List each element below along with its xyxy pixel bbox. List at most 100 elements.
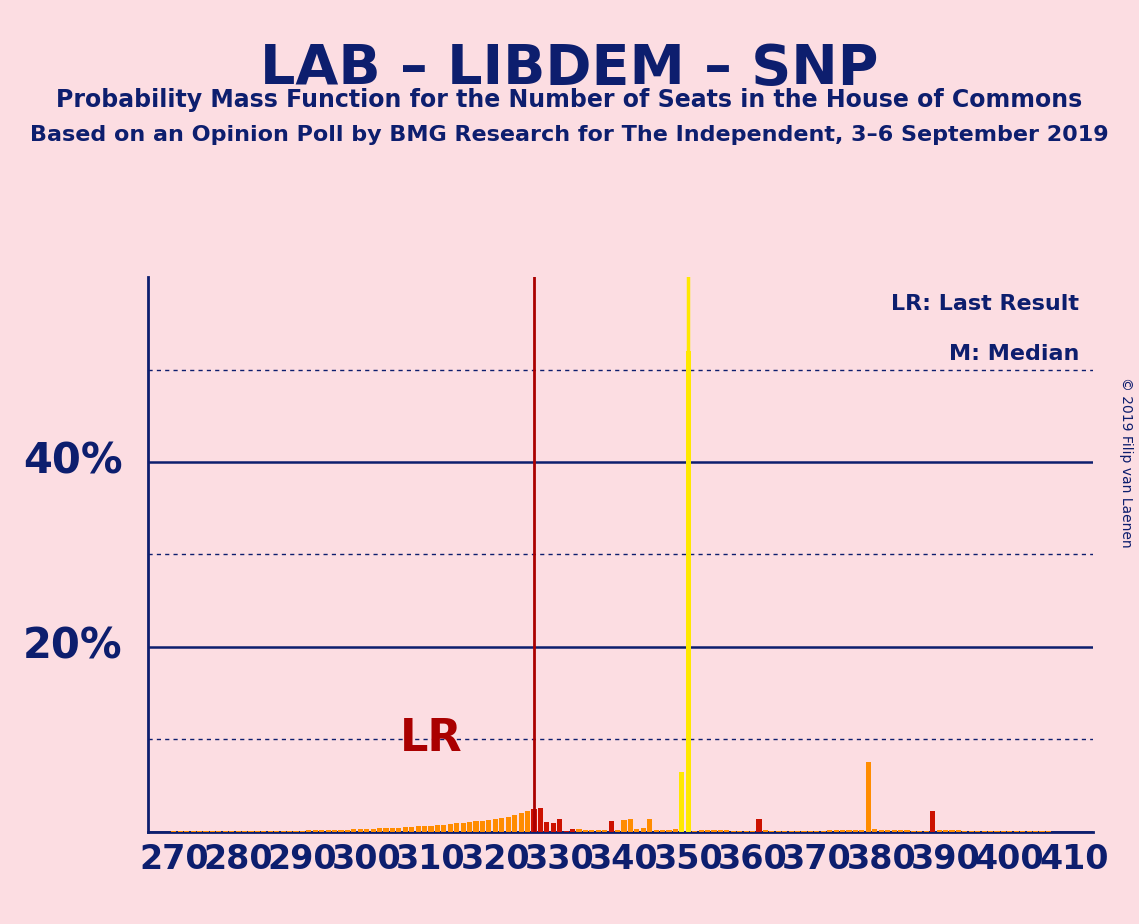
Bar (570, 829, 575, 832)
Bar (712, 830, 716, 832)
Bar (962, 831, 967, 832)
Text: M: Median: M: Median (949, 344, 1080, 364)
Bar (486, 820, 492, 832)
Bar (763, 831, 768, 832)
Bar (326, 830, 330, 832)
Bar (370, 829, 376, 832)
Bar (331, 830, 337, 832)
Bar (698, 830, 704, 832)
Bar (827, 830, 833, 832)
Bar (956, 831, 961, 832)
Bar (557, 819, 563, 832)
Bar (448, 824, 453, 832)
Bar (615, 830, 620, 832)
Bar (377, 829, 383, 832)
Bar (885, 830, 891, 832)
Bar (396, 828, 401, 832)
Bar (319, 830, 325, 832)
Bar (737, 831, 743, 832)
Bar (904, 831, 910, 832)
Bar (345, 830, 350, 832)
Bar (756, 819, 762, 832)
Bar (384, 828, 388, 832)
Bar (506, 817, 510, 832)
Bar (634, 830, 639, 832)
Bar (931, 811, 935, 832)
Bar (576, 830, 582, 832)
Bar (654, 830, 658, 832)
Bar (550, 823, 556, 832)
Bar (403, 827, 408, 832)
Bar (493, 819, 498, 832)
Bar (460, 822, 466, 832)
Bar (300, 831, 305, 832)
Bar (666, 830, 672, 832)
Bar (409, 827, 415, 832)
Bar (841, 830, 845, 832)
Text: © 2019 Filip van Laenen: © 2019 Filip van Laenen (1120, 377, 1133, 547)
Bar (518, 813, 524, 832)
Bar (441, 824, 446, 832)
Bar (338, 830, 344, 832)
Bar (583, 830, 588, 832)
Text: LAB – LIBDEM – SNP: LAB – LIBDEM – SNP (261, 42, 878, 95)
Text: 40%: 40% (23, 441, 122, 483)
Bar (866, 762, 871, 832)
Bar (538, 808, 543, 832)
Bar (428, 826, 434, 832)
Bar (532, 809, 536, 832)
Bar (892, 830, 896, 832)
Bar (525, 811, 530, 832)
Bar (911, 831, 916, 832)
Bar (641, 828, 646, 832)
Bar (647, 819, 653, 832)
Bar (724, 831, 729, 832)
Bar (693, 831, 697, 832)
Text: Based on an Opinion Poll by BMG Research for The Independent, 3–6 September 2019: Based on an Opinion Poll by BMG Research… (31, 125, 1108, 145)
Bar (416, 826, 420, 832)
Bar (499, 818, 505, 832)
Bar (834, 830, 838, 832)
Bar (628, 819, 633, 832)
Bar (622, 820, 626, 832)
Bar (351, 830, 357, 832)
Text: LR: LR (400, 716, 462, 760)
Text: 20%: 20% (23, 626, 122, 668)
Bar (454, 823, 459, 832)
Bar (776, 831, 781, 832)
Bar (853, 831, 858, 832)
Bar (872, 830, 877, 832)
Bar (769, 831, 775, 832)
Bar (608, 821, 614, 832)
Bar (596, 830, 600, 832)
Bar (878, 830, 884, 832)
Bar (294, 831, 298, 832)
Bar (679, 772, 685, 832)
Bar (480, 821, 485, 832)
Bar (731, 831, 736, 832)
Bar (950, 831, 954, 832)
Bar (306, 831, 311, 832)
Bar (474, 821, 478, 832)
Bar (943, 830, 948, 832)
Bar (513, 815, 517, 832)
Bar (544, 822, 549, 832)
Bar (705, 830, 710, 832)
Bar (686, 351, 691, 832)
Bar (603, 831, 607, 832)
Text: LR: Last Result: LR: Last Result (891, 294, 1080, 314)
Bar (936, 830, 942, 832)
Bar (358, 829, 363, 832)
Bar (859, 831, 865, 832)
Bar (313, 831, 318, 832)
Bar (673, 830, 678, 832)
Bar (659, 830, 665, 832)
Bar (364, 829, 369, 832)
Bar (467, 822, 473, 832)
Bar (423, 826, 427, 832)
Bar (898, 831, 903, 832)
Bar (435, 825, 440, 832)
Text: Probability Mass Function for the Number of Seats in the House of Commons: Probability Mass Function for the Number… (56, 88, 1083, 112)
Bar (390, 828, 395, 832)
Bar (718, 831, 723, 832)
